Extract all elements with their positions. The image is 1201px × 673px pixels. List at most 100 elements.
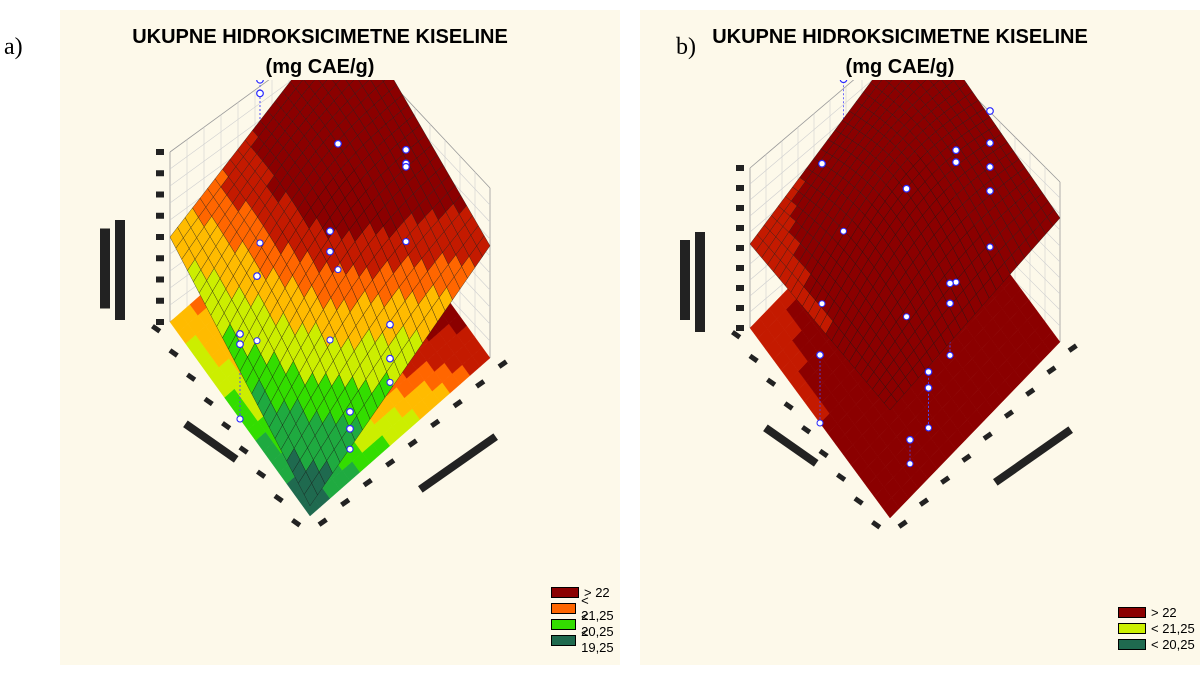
floor-tick-label (836, 472, 847, 482)
z-tick-label (736, 265, 744, 271)
floor-axis-label (993, 426, 1073, 486)
floor-tick-label (1046, 365, 1057, 375)
z-tick-label (156, 255, 164, 262)
legend-item: > 22 (1118, 604, 1195, 620)
response-surface (749, 80, 1061, 411)
data-point (952, 146, 960, 155)
floor-tick-label (475, 379, 486, 389)
floor-tick-label (853, 496, 864, 506)
floor-tick-label (748, 353, 759, 364)
floor-tick-label (452, 398, 463, 409)
z-axis-label (695, 232, 705, 332)
data-point-floor (986, 243, 994, 251)
data-point (402, 145, 410, 154)
chart-panel-a: a) UKUPNE HIDROKSICIMETNE KISELINE (mg C… (4, 10, 620, 665)
data-point-floor (840, 227, 847, 235)
z-tick-label (156, 319, 164, 325)
data-point (816, 351, 824, 359)
data-point (946, 279, 954, 288)
legend-item: > 22 (551, 584, 620, 600)
z-tick-label (156, 212, 164, 219)
floor-axis-label (418, 433, 498, 493)
data-point (236, 340, 244, 349)
z-tick-label (156, 191, 164, 198)
floor-tick-label (256, 469, 267, 479)
chart-title-b: UKUPNE HIDROKSICIMETNE KISELINE (mg CAE/… (640, 22, 1160, 82)
floor-tick-label (430, 418, 441, 429)
data-point (924, 368, 933, 376)
floor-tick-label (1067, 343, 1078, 353)
data-point (256, 80, 264, 84)
data-point-floor (818, 300, 826, 308)
z-axis-label (680, 240, 690, 320)
chart-title-a: UKUPNE HIDROKSICIMETNE KISELINE (mg CAE/… (60, 22, 580, 82)
data-point (818, 159, 826, 168)
data-point (326, 227, 334, 236)
data-point (902, 184, 911, 193)
legend-label: < 20,25 (1151, 636, 1195, 652)
z-tick-label (156, 234, 164, 240)
floor-tick-label (961, 453, 972, 463)
surface-cell (303, 482, 318, 507)
chart-subtitle-b: (mg CAE/g) (845, 56, 955, 78)
legend-swatch (551, 602, 577, 614)
legend-b: > 22 < 21,25 < 20,25 (1118, 604, 1195, 652)
floor-tick-label (801, 425, 812, 435)
data-point-floor (946, 351, 954, 359)
data-point (986, 187, 994, 195)
wall-gridline (169, 80, 491, 206)
data-point (924, 384, 933, 392)
surface-plot-a (100, 80, 508, 528)
z-tick-label (736, 285, 744, 291)
floor-tick-label (1025, 387, 1036, 397)
legend-item: < 21,25 (1118, 620, 1195, 636)
floor-tick-label (168, 348, 179, 358)
legend-label: > 22 (584, 584, 610, 600)
legend-item: < 20,25 (1118, 636, 1195, 652)
surface-cell (883, 394, 898, 411)
legend-item: < 21,25 (551, 593, 620, 623)
data-point-floor (386, 378, 394, 386)
floor-tick-label (731, 330, 742, 340)
floor-axis-label (183, 420, 239, 463)
data-point (402, 162, 410, 171)
data-point (256, 89, 264, 98)
z-tick-label (736, 225, 744, 231)
data-point (986, 107, 994, 115)
floor-tick-label (221, 421, 232, 431)
floor-ticks (100, 149, 508, 528)
panel-letter-b: b) (676, 34, 696, 60)
z-tick-label (736, 185, 744, 191)
legend-item: < 19,25 (551, 625, 620, 655)
data-point (326, 247, 334, 256)
data-point-floor (253, 337, 261, 345)
data-point (946, 299, 954, 308)
z-tick-label (736, 205, 744, 211)
legend-label: > 22 (1151, 604, 1177, 620)
z-tick-label (736, 305, 744, 311)
data-point (334, 139, 342, 148)
chart-title-line-a: UKUPNE HIDROKSICIMETNE KISELINE (132, 26, 508, 48)
data-point-floor (334, 266, 342, 274)
floor-tick-label (273, 493, 284, 504)
data-point-floor (236, 415, 244, 423)
floor-tick-label (238, 445, 249, 455)
floor-ticks (680, 165, 1078, 530)
data-point (986, 139, 994, 147)
floor-tick-label (362, 477, 373, 488)
legend-swatch (551, 634, 577, 646)
legend-swatch (1118, 622, 1146, 634)
data-point-floor (903, 313, 910, 321)
data-point-floor (256, 239, 264, 247)
floor-axis-label (763, 424, 819, 467)
data-point-floor (326, 336, 334, 344)
data-point-floor (906, 460, 914, 468)
panel-letter-a: a) (4, 34, 23, 60)
z-axis-label (115, 220, 125, 320)
data-point (386, 320, 394, 329)
legend-a: > 22 < 21,25 < 20,25 < 19,25 (551, 584, 620, 655)
data-point (346, 424, 354, 433)
data-point-floor (346, 445, 354, 453)
floor-tick-label (497, 359, 508, 369)
floor-tick-label (871, 520, 882, 530)
